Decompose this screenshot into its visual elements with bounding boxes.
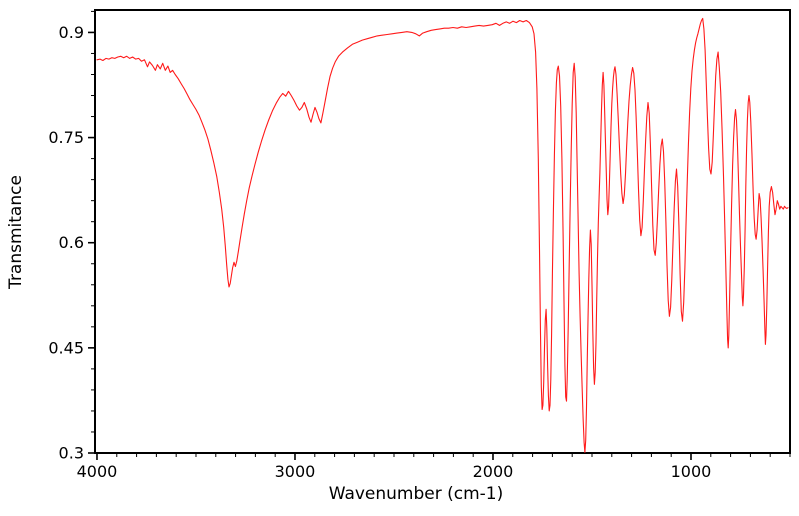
spectrum-line [96,17,789,453]
y-tick-label: 0.75 [48,128,84,147]
y-tick-label: 0.6 [59,233,84,252]
y-tick-label: 0.9 [59,23,84,42]
y-axis-label: Transmitance [6,175,26,290]
y-tick-label: 0.45 [48,338,84,357]
x-tick-label: 4000 [77,462,118,481]
x-tick-label: 3000 [275,462,316,481]
plot-border [94,9,791,454]
x-tick-label: 1000 [671,462,712,481]
x-axis-label: Wavenumber (cm-1) [329,484,504,504]
y-tick-label: 0.3 [59,444,84,463]
x-tick-label: 2000 [473,462,514,481]
plot-layer: 4000 3000 2000 1000 0.3 0.45 0.6 0.75 0.9 [48,9,791,481]
